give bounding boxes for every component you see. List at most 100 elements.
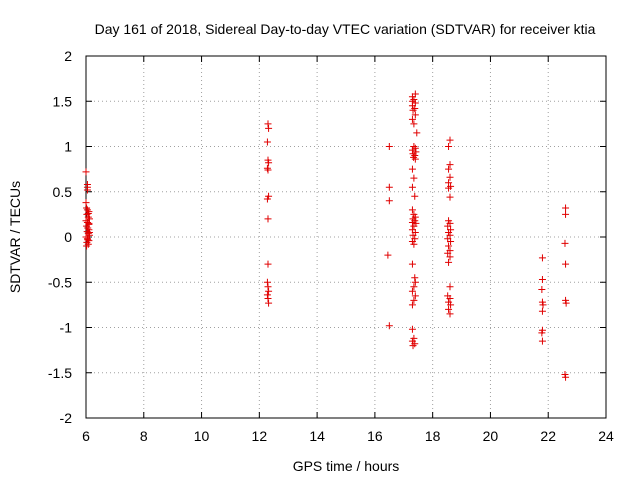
data-point (84, 236, 92, 244)
data-point (411, 340, 419, 348)
y-tick-label: 0.5 (53, 184, 73, 200)
data-point (385, 322, 393, 330)
data-point (84, 224, 92, 232)
data-point (446, 231, 454, 239)
data-point (445, 258, 453, 266)
data-point (562, 299, 570, 307)
data-point (447, 238, 455, 246)
data-point (538, 337, 546, 345)
data-point (410, 95, 418, 103)
data-point (264, 215, 272, 223)
data-point (82, 168, 90, 176)
data-point (445, 184, 453, 192)
data-point (409, 342, 417, 350)
data-point (84, 229, 92, 237)
y-tick-label: 0 (64, 229, 72, 245)
data-point (265, 299, 273, 307)
data-point (83, 186, 91, 194)
data-point (408, 301, 416, 309)
y-tick-label: -2 (60, 410, 73, 426)
data-point (561, 239, 569, 247)
data-point (263, 278, 271, 286)
x-tick-label: 20 (483, 428, 499, 444)
data-point (445, 242, 453, 250)
data-point (562, 373, 570, 381)
data-point (265, 124, 273, 132)
data-point (409, 106, 417, 114)
data-point (84, 213, 92, 221)
x-tick-label: 8 (140, 428, 148, 444)
data-point (264, 283, 272, 291)
data-point (83, 204, 91, 212)
y-tick-label: 1 (64, 139, 72, 155)
data-point (446, 173, 454, 181)
data-point (408, 260, 416, 268)
y-axis-label: SDTVAR / TECUs (7, 181, 23, 293)
data-point (409, 231, 417, 239)
data-point (384, 251, 392, 259)
x-tick-label: 14 (309, 428, 325, 444)
data-point (411, 155, 419, 163)
data-point (444, 222, 452, 230)
data-point (411, 274, 419, 282)
data-point (85, 228, 93, 236)
data-point (263, 291, 271, 299)
data-point (83, 242, 91, 250)
grid (86, 56, 606, 418)
data-series (82, 90, 570, 381)
data-point (263, 138, 271, 146)
y-tick-label: -0.5 (48, 274, 72, 290)
data-point (412, 148, 420, 156)
y-tick-label: 2 (64, 48, 72, 64)
data-point (408, 115, 416, 123)
data-point (410, 153, 418, 161)
data-point (409, 215, 417, 223)
data-point (538, 329, 546, 337)
x-tick-label: 24 (598, 428, 614, 444)
data-point (83, 206, 91, 214)
data-point (538, 307, 546, 315)
data-point (410, 120, 418, 128)
data-point (446, 295, 454, 303)
data-point (385, 183, 393, 191)
data-point (409, 150, 417, 158)
x-tick-label: 12 (252, 428, 268, 444)
data-point (408, 183, 416, 191)
data-point (562, 204, 570, 212)
data-point (85, 215, 93, 223)
data-point (410, 222, 418, 230)
x-tick-label: 10 (194, 428, 210, 444)
data-point (411, 152, 419, 160)
data-point (411, 104, 419, 112)
data-point (408, 287, 416, 295)
data-point (562, 260, 570, 268)
data-point (446, 310, 454, 318)
x-axis-label: GPS time / hours (293, 458, 400, 474)
data-point (264, 260, 272, 268)
data-point (410, 283, 418, 291)
data-point (444, 249, 452, 257)
data-point (446, 161, 454, 169)
x-tick-label: 6 (82, 428, 90, 444)
data-point (85, 219, 93, 227)
data-point (385, 143, 393, 150)
data-point (410, 296, 418, 304)
data-point (411, 292, 419, 300)
data-point (82, 199, 90, 207)
data-point (410, 174, 418, 182)
x-tick-label: 16 (367, 428, 383, 444)
data-point (264, 120, 272, 128)
data-point (447, 301, 455, 309)
data-point (445, 143, 453, 150)
data-point (411, 144, 419, 152)
data-point (446, 193, 454, 201)
data-point (264, 166, 272, 174)
y-tick-label: -1 (60, 320, 73, 336)
y-tick-label: 1.5 (53, 93, 73, 109)
data-point (446, 283, 454, 291)
data-point (385, 197, 393, 205)
data-point (408, 325, 416, 333)
x-axis: 6 8 10 12 14 16 18 20 22 24 (82, 56, 614, 444)
data-point (539, 301, 547, 309)
